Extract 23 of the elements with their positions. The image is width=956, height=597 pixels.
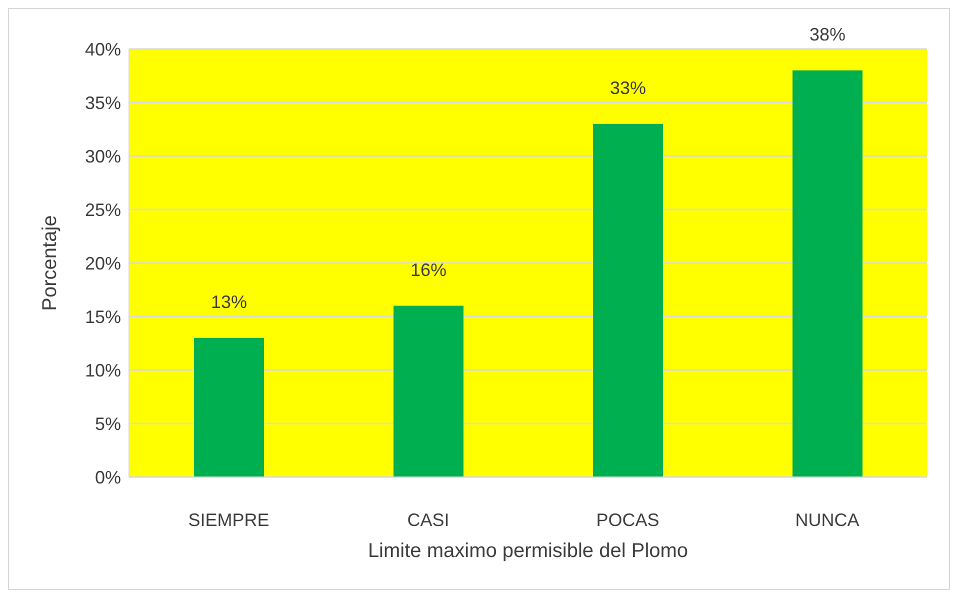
x-axis-title: Limite maximo permisible del Plomo — [368, 540, 688, 562]
x-tick-label: SIEMPRE — [188, 510, 270, 530]
x-tick-label: NUNCA — [795, 510, 860, 530]
data-label: 16% — [410, 260, 447, 280]
bar — [792, 70, 862, 477]
y-tick-label: 35% — [84, 92, 121, 113]
data-label: 33% — [610, 78, 646, 98]
y-axis-title: Porcentaje — [39, 215, 62, 311]
y-tick-label: 20% — [84, 253, 121, 274]
y-tick-label: 0% — [94, 467, 121, 488]
y-tick-label: 5% — [94, 414, 121, 434]
bar — [394, 306, 464, 477]
data-label: 38% — [809, 24, 846, 44]
bar — [593, 124, 663, 477]
data-label: 13% — [210, 292, 248, 312]
y-tick-label: 30% — [84, 146, 121, 166]
x-tick-label: POCAS — [596, 510, 660, 530]
y-tick-label: 10% — [84, 360, 121, 380]
bar — [194, 338, 264, 477]
x-tick-label: CASI — [407, 510, 450, 530]
y-tick-label: 15% — [84, 306, 121, 327]
y-tick-label: 40% — [84, 39, 121, 60]
y-tick-label: 25% — [84, 200, 121, 220]
